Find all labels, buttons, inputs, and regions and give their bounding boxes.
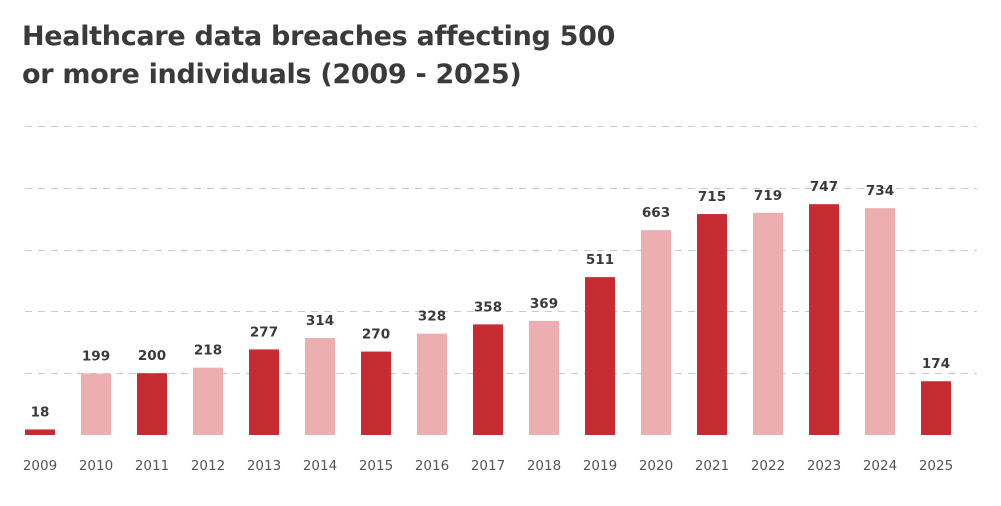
bar-2016	[417, 333, 447, 435]
bar-2010	[81, 373, 111, 435]
data-label-2019: 511	[586, 252, 614, 268]
x-tick-2013: 2013	[247, 458, 281, 474]
x-tick-2022: 2022	[751, 458, 785, 474]
data-label-2015: 270	[362, 327, 390, 343]
bar-2023	[809, 204, 839, 435]
bar-2009	[25, 429, 55, 435]
data-label-2016: 328	[418, 309, 446, 325]
x-tick-2023: 2023	[807, 458, 841, 474]
x-tick-2018: 2018	[527, 458, 561, 474]
x-tick-2016: 2016	[415, 458, 449, 474]
x-tick-2017: 2017	[471, 458, 505, 474]
data-label-2018: 369	[530, 296, 558, 312]
data-label-2021: 715	[698, 189, 726, 205]
data-label-2012: 218	[194, 343, 222, 359]
bar-2024	[865, 208, 895, 435]
x-tick-2009: 2009	[23, 458, 57, 474]
data-label-2025: 174	[922, 356, 950, 372]
bar-2025	[921, 381, 951, 435]
bar-2021	[697, 214, 727, 435]
data-label-2024: 734	[866, 183, 894, 199]
chart-title: Healthcare data breaches affecting 500 o…	[22, 21, 616, 90]
bar-2012	[193, 367, 223, 435]
x-tick-2021: 2021	[695, 458, 729, 474]
bar-2015	[361, 351, 391, 435]
bars	[25, 204, 951, 435]
x-tick-2024: 2024	[863, 458, 897, 474]
data-label-2009: 18	[31, 404, 50, 420]
data-labels: 18 199 200 218 277 314 270 328 358 369 511 663 715 71…	[31, 179, 950, 420]
bar-2022	[753, 212, 783, 435]
data-label-2020: 663	[642, 205, 670, 221]
x-tick-2010: 2010	[79, 458, 113, 474]
bar-2019	[585, 277, 615, 435]
bar-2014	[305, 337, 335, 435]
x-tick-2025: 2025	[919, 458, 953, 474]
x-tick-2015: 2015	[359, 458, 393, 474]
data-label-2014: 314	[306, 313, 334, 329]
data-label-2011: 200	[138, 348, 166, 364]
bar-2018	[529, 320, 559, 435]
x-tick-2019: 2019	[583, 458, 617, 474]
data-label-2013: 277	[250, 324, 278, 340]
x-tick-2011: 2011	[135, 458, 169, 474]
data-label-2017: 358	[474, 299, 502, 315]
bar-2013	[249, 349, 279, 435]
x-tick-2020: 2020	[639, 458, 673, 474]
x-axis-tick-labels: 2009 2010 2011 2012 2013 2014 2015 2016 2017 2018…	[23, 458, 953, 474]
x-tick-2012: 2012	[191, 458, 225, 474]
bar-2011	[137, 373, 167, 435]
bar-2020	[641, 230, 671, 435]
data-label-2022: 719	[754, 188, 782, 204]
data-label-2010: 199	[82, 349, 110, 365]
data-label-2023: 747	[810, 179, 838, 195]
x-tick-2014: 2014	[303, 458, 337, 474]
bar-2017	[473, 324, 503, 435]
